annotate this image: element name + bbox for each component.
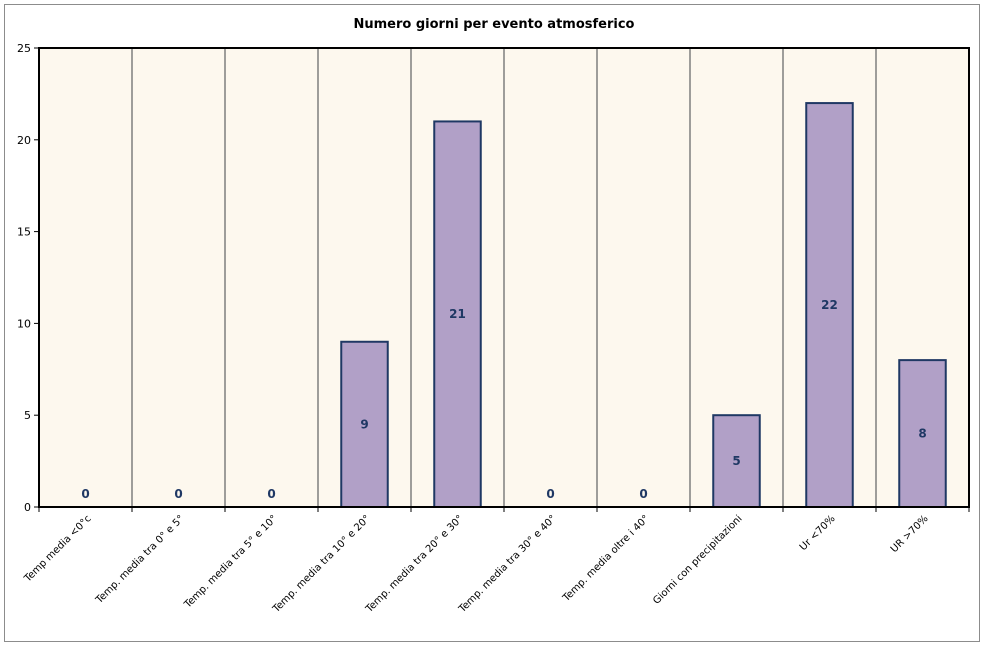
bar — [340, 340, 389, 509]
y-tick-label: 25 — [17, 42, 31, 55]
bar — [805, 102, 854, 509]
y-tick-label: 5 — [24, 409, 31, 422]
y-tick-label: 0 — [24, 501, 31, 514]
chart-title: Numero giorni per evento atmosferico — [354, 17, 635, 32]
data-label: 0 — [174, 487, 182, 501]
data-label: 0 — [546, 487, 554, 501]
x-tick-label: Giorni con precipitazioni — [651, 513, 744, 606]
data-labels: 0 0 0 9 21 0 0 5 22 8 — [81, 298, 926, 501]
bar-chart: Numero giorni per evento atmosferico 0 5 1… — [17, 17, 970, 616]
y-axis: 0 5 10 15 20 25 — [17, 42, 39, 514]
x-tick-label: Temp. media oltre i 40° — [560, 513, 651, 604]
bar — [433, 120, 482, 508]
x-tick-label: Temp. media tra 20° e 30° — [363, 513, 465, 615]
bars — [340, 102, 947, 509]
x-tick-label: Temp. media tra 10° e 20° — [270, 513, 372, 615]
data-label: 8 — [918, 427, 926, 441]
x-tick-label: Ur <70% — [798, 513, 838, 553]
chart-frame: Numero giorni per evento atmosferico 0 5 1… — [4, 4, 980, 642]
x-tick-label: UR >70% — [889, 513, 931, 555]
x-axis: Temp media <0°c Temp. media tra 0° e 5°Te… — [22, 507, 970, 616]
y-tick-label: 15 — [17, 226, 31, 239]
data-label: 0 — [267, 487, 275, 501]
data-label: 9 — [360, 417, 368, 431]
data-label: 0 — [639, 487, 647, 501]
data-label: 5 — [732, 454, 740, 468]
x-tick-label: Temp. media tra 5° e 10° — [182, 513, 280, 611]
data-label: 21 — [449, 307, 466, 321]
data-label: 22 — [821, 298, 838, 312]
x-tick-label: Temp. media tra 30° e 40° — [456, 513, 558, 615]
data-label: 0 — [81, 487, 89, 501]
x-tick-label: Temp. media tra 0° e 5° — [93, 513, 186, 606]
gridlines — [131, 48, 877, 507]
y-tick-label: 20 — [17, 134, 31, 147]
y-tick-label: 10 — [17, 317, 31, 330]
x-tick-label: Temp media <0°c — [22, 513, 94, 585]
